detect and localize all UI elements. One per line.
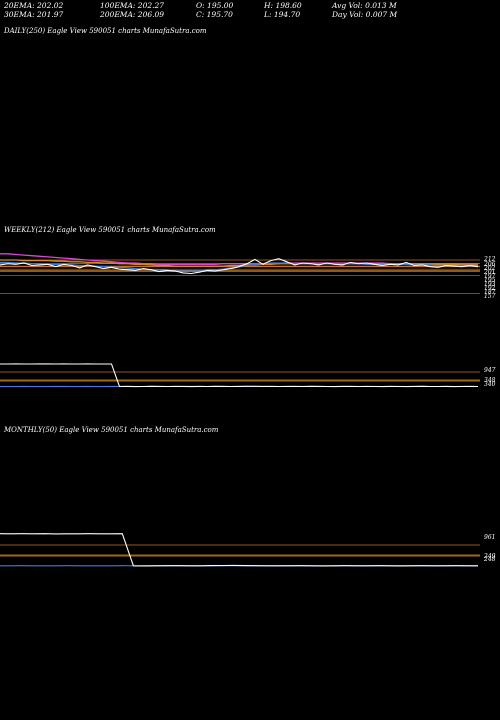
- y-tick-label: 201: [483, 269, 495, 276]
- high-stat: H: 198.60: [264, 1, 302, 10]
- close-stat: C: 195.70: [196, 10, 233, 19]
- indicator-line: [0, 533, 478, 567]
- y-tick-label: 195: [484, 277, 496, 284]
- y-tick-label: 202: [483, 265, 496, 272]
- ema200-stat: 200EMA: 206.09: [100, 10, 165, 19]
- y-tick-label: 348: [484, 377, 496, 384]
- low-stat: L: 194.70: [264, 10, 301, 19]
- price-line: [0, 258, 479, 275]
- y-tick-label: 192: [484, 285, 496, 292]
- y-tick-label: 157: [484, 293, 496, 300]
- y-tick-label: 197: [484, 273, 496, 280]
- avg-vol-stat: Avg Vol: 0.013 M: [332, 1, 397, 10]
- monthly-panel-label: MONTHLY(50) Eagle View 590051 charts Mun…: [4, 426, 219, 434]
- ema20-stat: 20EMA: 202.02: [4, 1, 64, 10]
- indicator-line: [0, 363, 479, 388]
- weekly-panel-label: WEEKLY(212) Eagle View 590051 charts Mun…: [4, 226, 216, 234]
- y-tick-label: 248: [483, 556, 496, 563]
- y-tick-label: 961: [484, 534, 495, 541]
- stats-header: 20EMA: 202.02 30EMA: 201.97 100EMA: 202.…: [4, 1, 498, 21]
- ema100-stat: 100EMA: 202.27: [100, 1, 165, 10]
- y-tick-label: 947: [484, 367, 496, 374]
- y-tick-label: 340: [484, 381, 496, 388]
- open-stat: O: 195.00: [196, 1, 234, 10]
- daily-panel-label: DAILY(250) Eagle View 590051 charts Muna…: [4, 27, 207, 35]
- y-tick-label: 193: [484, 281, 496, 288]
- y-tick-label: 212: [483, 256, 496, 263]
- day-vol-stat: Day Vol: 0.007 M: [332, 10, 398, 19]
- y-tick-label: 187: [484, 289, 496, 296]
- y-tick-label: 206: [483, 261, 496, 268]
- y-tick-label: 249: [483, 553, 496, 560]
- ema30-stat: 30EMA: 201.97: [4, 10, 64, 19]
